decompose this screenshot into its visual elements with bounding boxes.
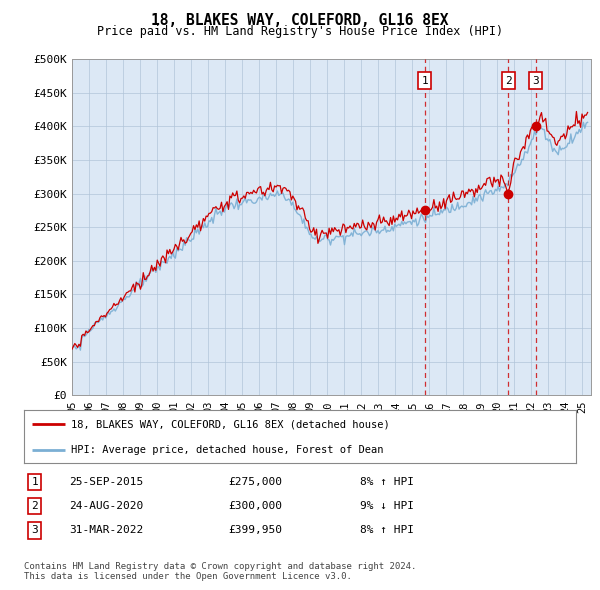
Text: 2: 2	[31, 502, 38, 511]
Text: 31-MAR-2022: 31-MAR-2022	[69, 526, 143, 535]
Text: 8% ↑ HPI: 8% ↑ HPI	[360, 477, 414, 487]
Text: HPI: Average price, detached house, Forest of Dean: HPI: Average price, detached house, Fore…	[71, 445, 383, 455]
Text: Contains HM Land Registry data © Crown copyright and database right 2024.
This d: Contains HM Land Registry data © Crown c…	[24, 562, 416, 581]
Text: 2: 2	[505, 76, 512, 86]
Text: £399,950: £399,950	[228, 526, 282, 535]
Text: 25-SEP-2015: 25-SEP-2015	[69, 477, 143, 487]
Text: 9% ↓ HPI: 9% ↓ HPI	[360, 502, 414, 511]
Text: 1: 1	[31, 477, 38, 487]
Text: 24-AUG-2020: 24-AUG-2020	[69, 502, 143, 511]
Text: Price paid vs. HM Land Registry's House Price Index (HPI): Price paid vs. HM Land Registry's House …	[97, 25, 503, 38]
Text: £300,000: £300,000	[228, 502, 282, 511]
Text: 18, BLAKES WAY, COLEFORD, GL16 8EX: 18, BLAKES WAY, COLEFORD, GL16 8EX	[151, 13, 449, 28]
Text: 18, BLAKES WAY, COLEFORD, GL16 8EX (detached house): 18, BLAKES WAY, COLEFORD, GL16 8EX (deta…	[71, 419, 389, 430]
Text: £275,000: £275,000	[228, 477, 282, 487]
Text: 3: 3	[532, 76, 539, 86]
Text: 3: 3	[31, 526, 38, 535]
Text: 8% ↑ HPI: 8% ↑ HPI	[360, 526, 414, 535]
Text: 1: 1	[421, 76, 428, 86]
